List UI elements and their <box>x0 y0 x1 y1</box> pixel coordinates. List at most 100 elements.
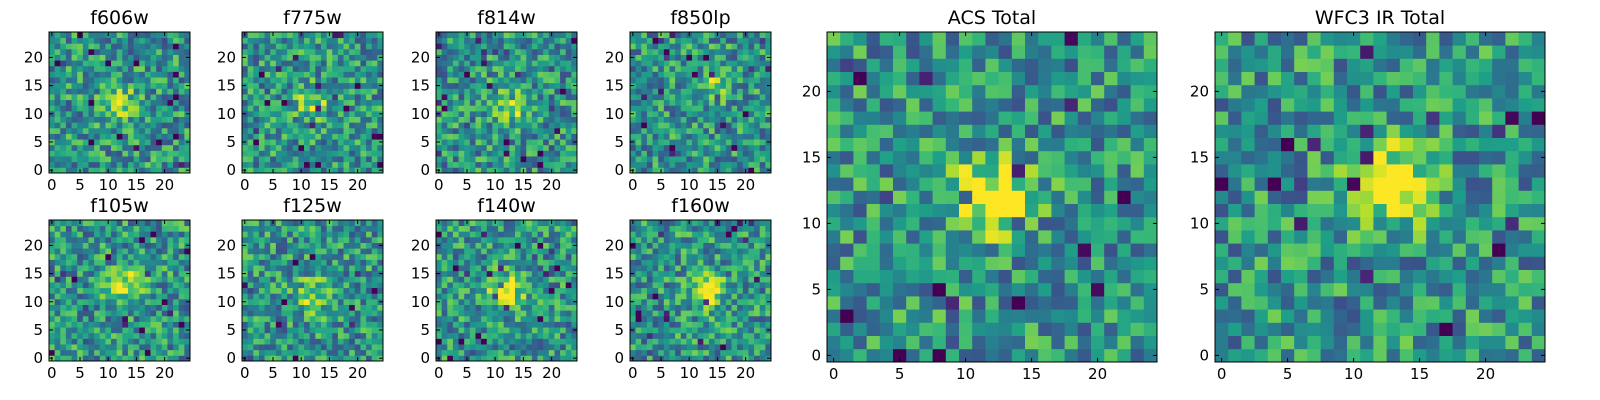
heatmap-cell <box>742 287 749 294</box>
heatmap-cell <box>498 298 505 305</box>
heatmap-cell <box>150 48 157 55</box>
heatmap-cell <box>464 37 471 44</box>
heatmap-cell <box>320 71 327 78</box>
heatmap-cell <box>571 287 578 294</box>
heatmap-cell <box>377 161 384 168</box>
heatmap-cell <box>71 105 78 112</box>
heatmap-cell <box>150 54 157 61</box>
heatmap-cell <box>759 315 766 322</box>
heatmap-cell <box>492 236 499 243</box>
heatmap-cell <box>759 60 766 67</box>
heatmap-cell <box>481 293 488 300</box>
heatmap-cell <box>287 71 294 78</box>
heatmap-cell <box>116 127 123 134</box>
heatmap-cell <box>509 293 516 300</box>
heatmap-cell <box>720 327 727 334</box>
heatmap-cell <box>281 231 288 238</box>
heatmap-cell <box>315 332 322 339</box>
heatmap-cell <box>475 161 482 168</box>
heatmap-cell <box>258 298 265 305</box>
heatmap-cell <box>275 225 282 232</box>
heatmap-cell <box>531 242 538 249</box>
heatmap-cell <box>526 94 533 101</box>
heatmap-cell <box>270 60 277 67</box>
heatmap-cell <box>458 304 465 311</box>
heatmap-cell <box>697 127 704 134</box>
heatmap-cell <box>258 161 265 168</box>
heatmap-cell <box>737 139 744 146</box>
heatmap-cell <box>270 231 277 238</box>
heatmap-cell <box>646 304 653 311</box>
heatmap-cell <box>54 82 61 89</box>
heatmap-cell <box>543 99 550 106</box>
heatmap-cell <box>703 276 710 283</box>
heatmap-cell <box>630 127 637 134</box>
heatmap-cell <box>692 139 699 146</box>
heatmap-cell <box>652 144 659 151</box>
heatmap-cell <box>315 127 322 134</box>
heatmap-cell <box>116 338 123 345</box>
heatmap-cell <box>731 110 738 117</box>
heatmap-cell <box>669 122 676 129</box>
heatmap-cell <box>503 32 510 39</box>
heatmap-cell <box>560 110 567 117</box>
heatmap-cell <box>94 167 101 174</box>
heatmap-cell <box>748 276 755 283</box>
heatmap-cell <box>543 32 550 39</box>
heatmap-cell <box>554 253 561 260</box>
heatmap-cell <box>281 133 288 140</box>
heatmap-cell <box>731 133 738 140</box>
heatmap-cell <box>498 139 505 146</box>
heatmap-cell <box>669 43 676 50</box>
heatmap-cell <box>708 310 715 317</box>
heatmap-cell <box>537 32 544 39</box>
heatmap-cell <box>436 48 443 55</box>
heatmap-cell <box>371 161 378 168</box>
heatmap-cell <box>287 344 294 351</box>
heatmap-cell <box>315 355 322 362</box>
heatmap-cell <box>343 220 350 227</box>
heatmap-cell <box>111 77 118 84</box>
heatmap-cell <box>366 71 373 78</box>
heatmap-cell <box>65 82 72 89</box>
heatmap-cell <box>646 287 653 294</box>
heatmap-cell <box>298 139 305 146</box>
heatmap-cell <box>537 139 544 146</box>
heatmap-cell <box>571 161 578 168</box>
heatmap-cell <box>447 287 454 294</box>
heatmap-cell <box>520 332 527 339</box>
heatmap-cell <box>337 315 344 322</box>
heatmap-cell <box>354 338 361 345</box>
heatmap-cell <box>669 156 676 163</box>
heatmap-cell <box>360 355 367 362</box>
heatmap-cell <box>447 282 454 289</box>
heatmap-cell <box>554 54 561 61</box>
heatmap-cell <box>481 37 488 44</box>
heatmap-cell <box>178 43 185 50</box>
heatmap-cell <box>526 54 533 61</box>
heatmap-cell <box>469 253 476 260</box>
heatmap-cell <box>464 304 471 311</box>
heatmap-cell <box>343 248 350 255</box>
heatmap-cell <box>680 122 687 129</box>
heatmap-cell <box>765 37 772 44</box>
heatmap-cell <box>692 276 699 283</box>
heatmap-cell <box>663 310 670 317</box>
heatmap-cell <box>116 355 123 362</box>
heatmap-cell <box>94 156 101 163</box>
heatmap-cell <box>565 60 572 67</box>
heatmap-cell <box>469 282 476 289</box>
heatmap-cell <box>520 242 527 249</box>
heatmap-cell <box>503 270 510 277</box>
heatmap-cell <box>548 236 555 243</box>
heatmap-cell <box>646 167 653 174</box>
heatmap-cell <box>111 167 118 174</box>
heatmap-cell <box>754 282 761 289</box>
heatmap-cell <box>77 60 84 67</box>
heatmap-cell <box>270 236 277 243</box>
heatmap-cell <box>486 338 493 345</box>
heatmap-cell <box>71 248 78 255</box>
heatmap-cell <box>111 287 118 294</box>
heatmap-cell <box>720 48 727 55</box>
heatmap-cell <box>475 338 482 345</box>
